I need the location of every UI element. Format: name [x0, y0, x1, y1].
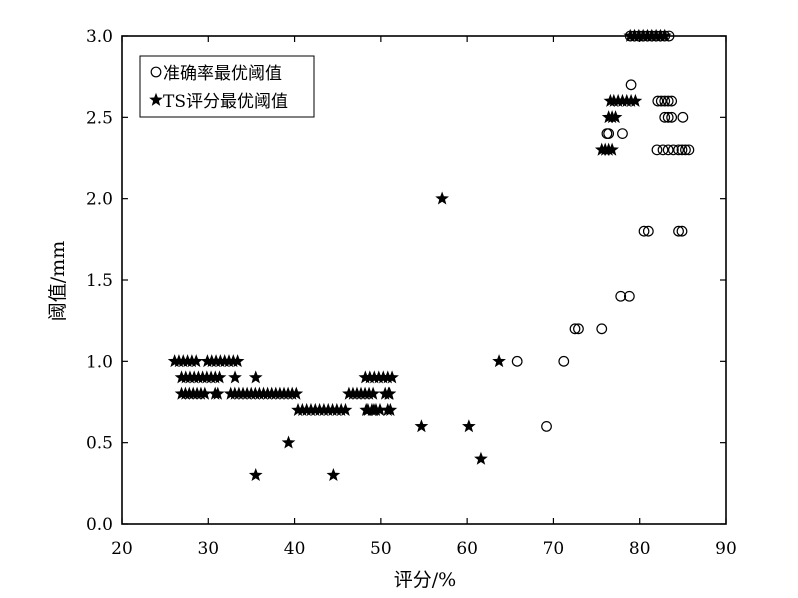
y-tick-label: 1.0: [86, 352, 113, 372]
data-point-star: [248, 370, 263, 384]
y-tick-label: 0.0: [86, 515, 113, 535]
data-point-circle: [623, 290, 635, 302]
plot-frame: [121, 35, 727, 525]
y-tick-label: 2.0: [86, 190, 113, 210]
data-point-circle: [676, 144, 688, 156]
data-points: [167, 28, 695, 482]
data-point-star: [383, 402, 398, 416]
legend-label-accuracy: 准确率最优阈值: [163, 64, 282, 84]
data-point-circle: [659, 95, 671, 107]
data-point-star: [212, 370, 227, 384]
data-point-star: [605, 142, 619, 156]
data-point-star: [326, 468, 341, 482]
data-point-circle: [667, 144, 679, 156]
data-point-circle: [652, 95, 664, 107]
data-point-star: [210, 386, 225, 400]
legend-box: [139, 55, 315, 118]
data-point-star: [381, 386, 396, 400]
legend-label-ts: TS评分最优阈值: [163, 92, 288, 112]
data-point-star: [289, 386, 304, 400]
data-point-circle: [651, 144, 663, 156]
y-tick-label: 3.0: [86, 27, 113, 47]
y-tick-label: 2.5: [86, 108, 113, 128]
data-point-star: [608, 110, 623, 124]
x-tick-label: 70: [543, 539, 565, 559]
data-point-star: [189, 354, 204, 368]
x-tick-label: 90: [715, 539, 737, 559]
data-point-star: [380, 370, 395, 384]
data-point-circle: [615, 290, 627, 302]
data-point-circle: [625, 79, 637, 91]
data-point-star: [414, 419, 429, 433]
x-tick-label: 20: [111, 539, 133, 559]
y-axis-title: 阈值/mm: [47, 241, 69, 321]
data-point-star: [338, 402, 353, 416]
x-axis-title: 评分/%: [394, 569, 456, 591]
y-tick-label: 1.5: [86, 271, 113, 291]
legend-marker-circle: [150, 66, 162, 78]
data-point-star: [228, 370, 242, 384]
data-point-circle: [642, 225, 654, 237]
data-point-circle: [666, 111, 678, 123]
series-ts: [167, 28, 672, 482]
data-point-star: [248, 468, 263, 482]
x-tick-label: 50: [370, 539, 392, 559]
data-point-circle: [666, 95, 678, 107]
data-point-star: [492, 354, 506, 368]
data-point-circle: [659, 111, 671, 123]
data-point-circle: [617, 128, 628, 140]
data-point-circle: [657, 144, 669, 156]
x-tick-label: 60: [456, 539, 478, 559]
data-point-star: [435, 191, 449, 205]
data-point-star: [628, 93, 643, 107]
data-point-circle: [680, 144, 691, 156]
tick-labels: 20 30 40 50 60 70 80 90 0.0 0.5 1.0 1.5 2.0 2.5 3.0: [86, 27, 737, 559]
x-tick-label: 80: [629, 539, 651, 559]
data-point-star: [149, 92, 163, 106]
data-point-circle: [603, 128, 615, 140]
data-point-circle: [558, 355, 570, 367]
legend-marker-star: [149, 92, 163, 106]
data-point-circle: [677, 111, 689, 123]
data-point-circle: [596, 323, 608, 335]
data-point-circle: [662, 95, 674, 107]
data-point-star: [281, 435, 296, 449]
data-point-circle: [673, 225, 684, 237]
data-point-circle: [573, 323, 584, 335]
legend: 准确率最优阈值 TS评分最优阈值: [139, 55, 315, 118]
data-point-star: [462, 419, 476, 433]
data-point-circle: [638, 225, 650, 237]
y-tick-label: 0.5: [86, 434, 113, 454]
data-point-circle: [511, 355, 523, 367]
data-point-star: [474, 451, 488, 465]
data-point-star: [230, 354, 245, 368]
data-point-circle: [676, 225, 688, 237]
data-point-circle: [662, 144, 674, 156]
data-point-star: [373, 402, 387, 416]
data-point-circle: [683, 144, 695, 156]
data-point-circle: [673, 144, 684, 156]
data-point-circle: [655, 95, 667, 107]
data-point-star: [366, 386, 380, 400]
data-point-circle: [569, 323, 581, 335]
data-point-circle: [662, 111, 674, 123]
x-tick-label: 30: [197, 539, 219, 559]
series-accuracy: [511, 30, 695, 432]
data-point-circle: [150, 66, 162, 78]
data-point-circle: [541, 421, 552, 432]
data-point-star: [197, 386, 212, 400]
x-tick-label: 40: [284, 539, 306, 559]
